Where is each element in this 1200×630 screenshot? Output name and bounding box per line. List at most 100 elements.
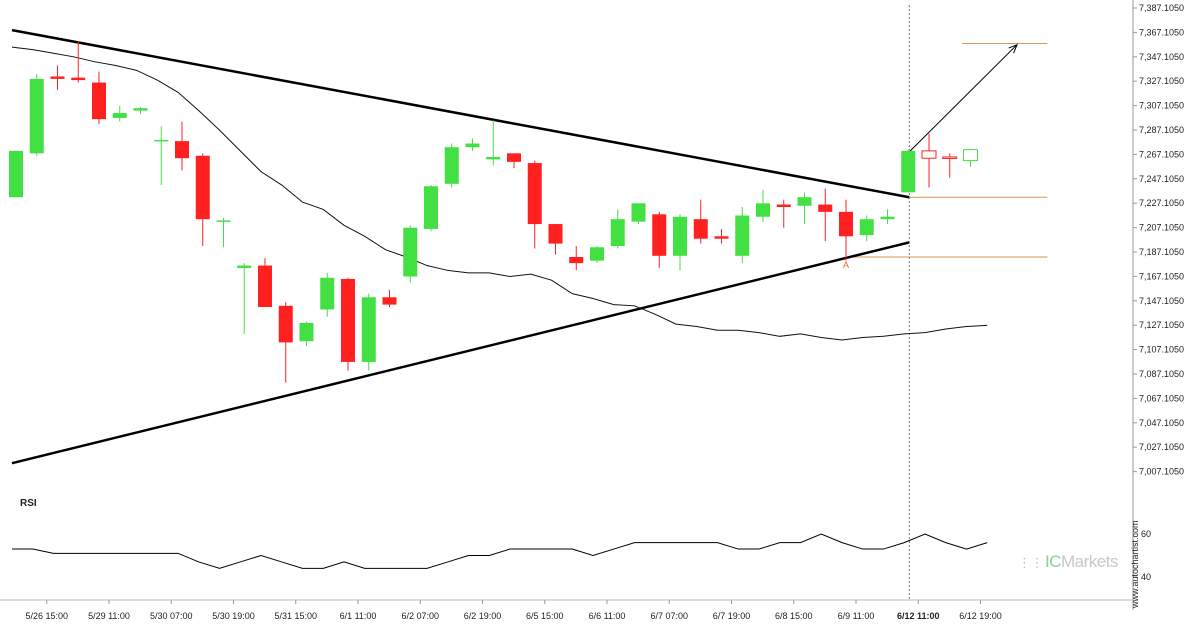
candle [921,133,937,188]
brand-dots-icon: ⋮⋮ [1018,555,1044,570]
forecast-arrow [909,43,1018,152]
candle [548,224,563,255]
y-tick-label: 7,387.1050 [1139,3,1184,13]
x-tick-label: 6/8 15:00 [775,611,813,621]
lower-support [11,241,910,465]
rsi-panel [12,533,988,569]
x-tick-label: 6/7 19:00 [713,611,751,621]
candle [652,211,667,268]
x-tick-label: 5/26 15:00 [25,611,68,621]
y-tick-label: 7,067.1050 [1139,393,1184,403]
brand-logo: ⋮⋮ ICMarkets [1018,552,1118,572]
rsi-label: RSI [20,498,37,509]
pattern-marker-a: A [843,260,849,270]
brand-ic: IC [1045,552,1062,571]
candle-body [382,297,397,305]
candle-body [71,77,86,81]
candle [216,217,231,248]
candle-body [839,211,853,237]
y-tick-label: 7,127.1050 [1139,320,1184,330]
candles: A [9,41,978,383]
candle [590,246,604,264]
x-tick-label: 6/6 11:00 [589,611,626,621]
candle [237,263,252,334]
x-tick-label: 6/5 15:00 [526,611,564,621]
candle [693,199,708,244]
candle [175,121,189,171]
y-tick-label: 7,367.1050 [1139,27,1184,37]
candle [901,149,916,193]
candle-body [527,163,542,225]
watermark: www.autochartist.com [1130,520,1140,608]
candle [631,203,646,225]
candle [776,199,791,228]
candle-body [673,216,687,256]
candle [50,65,65,90]
candle-body [92,82,106,120]
candle-body [590,247,604,261]
candle [424,185,438,232]
candle [486,120,501,166]
y-tick-label: 7,107.1050 [1139,345,1184,355]
candle [465,138,480,151]
candle-body [50,76,65,79]
candle-body [880,216,895,220]
y-tick-label: 7,087.1050 [1139,369,1184,379]
candle [610,209,625,249]
upper-resistance [11,28,910,199]
candle-body [693,219,708,239]
candle [714,228,729,244]
candle-body [963,149,978,162]
candle-body [278,305,293,343]
candle-body [299,322,314,342]
candle-body [9,150,23,198]
y-tick-label: 7,007.1050 [1139,467,1184,477]
candle-body [133,108,148,111]
candle-body [569,257,584,264]
x-axis-ticks: 5/26 15:00 5/29 11:00 5/30 07:00 5/30 19:00… [25,600,1002,621]
candle [818,188,833,242]
y-tick-label: 7,327.1050 [1139,76,1184,86]
trendlines [11,28,910,465]
candle [71,41,86,83]
candle-body [901,150,916,193]
candle-body [631,203,646,222]
y-tick-label: 7,207.1050 [1139,223,1184,233]
candle-body [859,219,874,236]
candle [444,143,459,188]
x-tick-label: 6/7 07:00 [650,611,688,621]
rsi-tick-label: 40 [1141,572,1151,582]
candle [859,215,874,242]
candle-body [776,204,791,207]
candle-body [424,186,438,229]
candle [942,153,958,178]
x-tick-label: 6/12 19:00 [959,611,1002,621]
candle [299,321,314,347]
candle [735,206,750,264]
candle [154,126,169,186]
x-tick-label: 6/1 11:00 [340,611,377,621]
y-tick-label: 7,267.1050 [1139,149,1184,159]
candle-body [195,155,210,220]
candle-body [465,143,480,148]
candle [756,189,770,222]
candle [341,277,355,371]
candle [278,302,293,383]
x-tick-label: 5/30 07:00 [150,611,193,621]
candle-body [921,150,937,159]
candle-body [714,236,729,239]
x-tick-label: 5/30 19:00 [212,611,255,621]
candle-body [652,214,667,256]
candle [963,149,978,167]
candle-body [797,197,812,206]
candle [361,293,376,371]
candle-body [175,141,189,159]
forecast-arrow-line [909,44,1018,152]
candle-body [320,277,335,310]
candle-body [507,153,521,162]
candle [9,150,23,198]
candle-body [237,265,252,268]
y-tick-label: 7,147.1050 [1139,296,1184,306]
candle-body [486,156,501,160]
